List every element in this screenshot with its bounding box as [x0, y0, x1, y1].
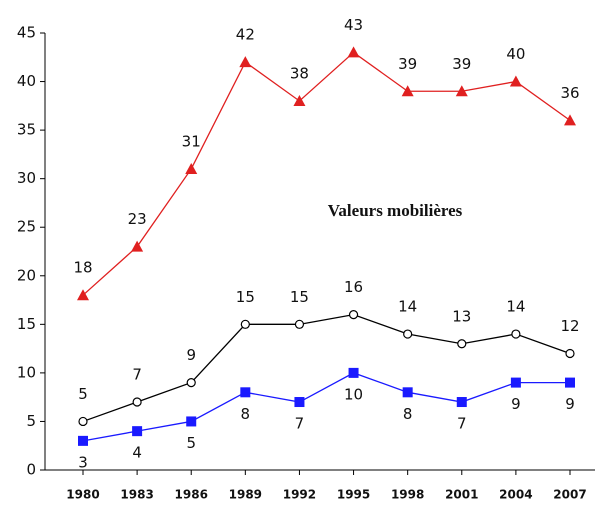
marker [240, 319, 250, 329]
marker [455, 85, 468, 97]
x-tick-label: 1980 [66, 488, 99, 502]
marker [131, 240, 144, 252]
data-label: 15 [236, 288, 255, 306]
x-tick-label: 1986 [175, 488, 208, 502]
data-label: 13 [452, 307, 471, 325]
data-label: 42 [236, 26, 255, 44]
data-label: 14 [398, 298, 417, 316]
x-tick-label: 2001 [445, 488, 478, 502]
data-label: 10 [344, 385, 363, 403]
data-label: 43 [344, 16, 363, 34]
data-label: 7 [457, 415, 467, 433]
data-label: 31 [182, 132, 201, 150]
marker [401, 85, 414, 97]
x-tick-label: 1983 [120, 488, 153, 502]
x-tick-label: 1995 [337, 488, 370, 502]
data-label: 7 [132, 366, 142, 384]
marker [348, 367, 359, 378]
y-tick-label: 15 [17, 315, 36, 333]
data-label: 12 [560, 317, 579, 335]
data-label: 9 [565, 395, 575, 413]
y-tick-label: 25 [17, 218, 36, 236]
marker [78, 416, 88, 427]
marker [132, 397, 142, 407]
y-tick-label: 5 [26, 412, 36, 430]
y-tick-label: 40 [17, 72, 36, 90]
data-label: 9 [511, 395, 521, 413]
marker [186, 416, 197, 427]
x-tick-label: 2004 [499, 488, 532, 502]
marker [185, 162, 198, 174]
marker [511, 329, 521, 339]
y-tick-label: 30 [17, 169, 36, 187]
marker [565, 348, 575, 359]
data-label: 39 [398, 55, 417, 73]
marker [402, 387, 413, 398]
marker [186, 378, 196, 388]
marker [77, 289, 89, 301]
data-label: 18 [73, 259, 92, 277]
y-tick-label: 45 [17, 24, 36, 42]
marker [294, 319, 305, 329]
data-label: 7 [295, 415, 305, 433]
y-tick-label: 20 [17, 266, 36, 284]
data-label: 40 [506, 45, 525, 63]
data-label: 9 [186, 346, 196, 364]
data-label: 16 [344, 278, 363, 296]
marker [510, 377, 521, 388]
y-tick-label: 35 [17, 121, 36, 139]
data-label: 38 [290, 64, 309, 82]
data-label: 23 [128, 210, 147, 228]
marker [240, 387, 251, 398]
marker [509, 75, 522, 87]
marker [564, 114, 576, 126]
marker [348, 310, 359, 320]
data-label: 5 [78, 385, 88, 403]
series-line [82, 51, 571, 296]
marker [403, 329, 413, 339]
marker [347, 46, 360, 58]
data-label: 8 [403, 405, 413, 423]
y-tick-label: 10 [17, 363, 36, 381]
marker [294, 397, 305, 408]
marker [457, 339, 467, 349]
marker [293, 94, 306, 106]
marker [132, 426, 143, 437]
data-label: 15 [290, 288, 309, 306]
data-label: 5 [186, 434, 196, 452]
marker [456, 397, 467, 408]
data-label: 39 [452, 55, 471, 73]
x-tick-label: 1992 [283, 488, 316, 502]
x-tick-label: 1998 [391, 488, 424, 502]
data-label: 3 [78, 453, 88, 471]
data-label: 4 [132, 444, 142, 462]
series-annotation: Valeurs mobilières [328, 201, 463, 220]
data-label: 14 [506, 298, 525, 316]
x-tick-label: 2007 [553, 488, 586, 502]
x-tick-label: 1989 [229, 488, 262, 502]
marker [565, 377, 575, 388]
data-label: 8 [241, 405, 251, 423]
series-line [82, 313, 571, 423]
marker [239, 56, 252, 68]
marker [78, 435, 88, 446]
y-tick-label: 0 [26, 461, 36, 479]
series-line [82, 372, 570, 442]
data-label: 36 [560, 84, 579, 102]
